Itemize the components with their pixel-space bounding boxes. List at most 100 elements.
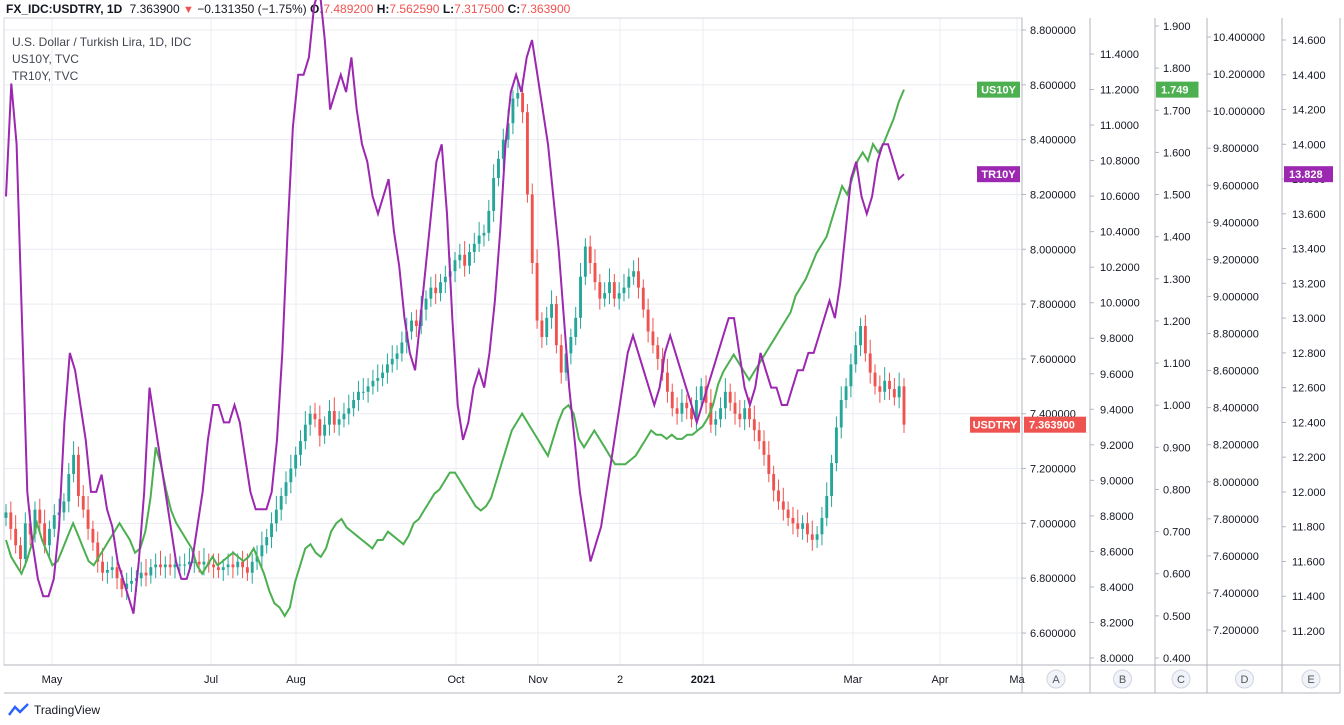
candle-body (226, 564, 230, 568)
legend-tr10y[interactable]: TR10Y, TVC (12, 69, 79, 83)
price-scales[interactable]: 8.800000 8.600000 8.400000 8.200000 8.000000… (4, 18, 1341, 694)
candle-body (723, 391, 727, 409)
candle-body (728, 391, 732, 403)
candle-body (603, 293, 607, 299)
scale-letter: B (1119, 674, 1126, 686)
scale-letter-badge[interactable] (1113, 669, 1132, 689)
axis-tick-label: 0.500 (1163, 611, 1191, 623)
candle-body (675, 408, 679, 414)
symbol-label[interactable]: FX_IDC:USDTRY, 1D (6, 2, 123, 16)
axis-tick-label: 9.0000 (1100, 475, 1134, 487)
candle-body (468, 252, 471, 266)
time-tick-label: Aug (286, 674, 306, 686)
scale-letter-badge[interactable] (1171, 669, 1191, 689)
candle-body (656, 345, 660, 359)
scale-letter-badge[interactable] (1301, 669, 1321, 689)
candle-body (844, 386, 848, 401)
candle-body (197, 561, 201, 565)
candle-body (680, 402, 684, 414)
candle-body (806, 523, 809, 535)
axis-tick-label: 9.4000 (1100, 404, 1134, 416)
scale-letter-badge[interactable] (1235, 669, 1254, 689)
tradingview-brand[interactable]: TradingView (8, 703, 100, 717)
axis-tick-label: 1.900 (1163, 21, 1191, 33)
us10y-series-line (5, 89, 905, 618)
candle-body (516, 93, 520, 99)
close-label: C: (507, 2, 521, 16)
candle-body (834, 427, 838, 464)
axis-tick-label: 0.900 (1163, 442, 1191, 454)
candle-body (410, 320, 413, 332)
candle-body (569, 336, 573, 354)
candle-body (545, 317, 549, 337)
candle-body (617, 293, 621, 299)
scale-letter: E (1307, 674, 1314, 686)
candle-body (453, 260, 457, 272)
chart-grid (3, 17, 1023, 666)
legend-us10y[interactable]: US10Y, TVC (12, 52, 79, 66)
candle-body (579, 276, 582, 318)
axis-tick-label: 1.500 (1163, 190, 1191, 202)
candle-body (748, 408, 751, 420)
candle-body (318, 419, 322, 436)
axis-tick-label: 7.200000 (1213, 625, 1259, 637)
legend-usdtry[interactable]: U.S. Dollar / Turkish Lira, 1D, IDC (12, 35, 192, 49)
candle-body (733, 402, 737, 414)
candle-body (168, 564, 172, 568)
candle-body (159, 564, 162, 568)
candle-body (883, 380, 887, 392)
candle-body (308, 413, 312, 425)
candle-body (395, 353, 399, 359)
last-price: 7.363900 (129, 2, 180, 16)
candle-body (149, 567, 153, 576)
time-tick-label: Apr (931, 674, 948, 686)
candle-body (221, 567, 225, 570)
candle-body (216, 567, 220, 570)
candle-body (86, 509, 90, 529)
candle-body (14, 528, 18, 546)
candle-body (231, 564, 235, 568)
candle-body (9, 512, 13, 529)
axis-tick-label: 1.000 (1163, 400, 1191, 412)
time-tick-label: 2 (617, 674, 623, 686)
axis-tick-label: 12.200 (1292, 452, 1326, 464)
candle-body (554, 304, 558, 346)
candle-body (154, 564, 158, 568)
high-label: H: (376, 2, 390, 16)
candle-body (690, 408, 694, 420)
candle-body (525, 112, 529, 195)
candle-body (274, 509, 278, 524)
candle-body (685, 402, 689, 409)
candle-body (598, 282, 602, 299)
candle-body (492, 178, 496, 211)
axis-tick-label: 14.200 (1292, 105, 1326, 117)
candle-body (825, 495, 829, 518)
candle-body (888, 380, 891, 390)
axis-tick-label: 1.100 (1163, 358, 1191, 370)
candle-body (33, 509, 37, 535)
axis-tick-label: 12.000 (1292, 487, 1326, 499)
candle-body (588, 246, 592, 263)
axis-tick-label: 10.6000 (1100, 191, 1140, 203)
chart-header: FX_IDC:USDTRY, 1D 7.363900 ▼ −0.131350 (… (6, 2, 570, 16)
candle-body (260, 545, 264, 557)
axis-tick-label: 10.8000 (1100, 156, 1140, 168)
candle-body (376, 378, 380, 381)
scale-letter-badge[interactable] (1046, 669, 1066, 689)
candle-body (796, 523, 800, 529)
candle-body (892, 389, 896, 398)
candle-body (521, 93, 525, 113)
candle-body (188, 561, 191, 565)
axis-tick-label: 6.600000 (1030, 628, 1076, 640)
time-tick-label: Mar (844, 674, 863, 686)
time-tick-label: May (42, 674, 63, 686)
axis-tick-label: 11.2000 (1100, 85, 1139, 97)
tradingview-logo-icon (8, 703, 29, 716)
time-tick-label: 2021 (691, 674, 715, 686)
candle-body (540, 320, 544, 337)
axis-tick-label: 8.000000 (1213, 477, 1259, 489)
time-axis[interactable]: May Jul Aug Oct Nov 2 2021 Mar Apr Ma (42, 674, 1026, 686)
candle-body (110, 567, 114, 570)
down-arrow-icon: ▼ (183, 4, 194, 16)
